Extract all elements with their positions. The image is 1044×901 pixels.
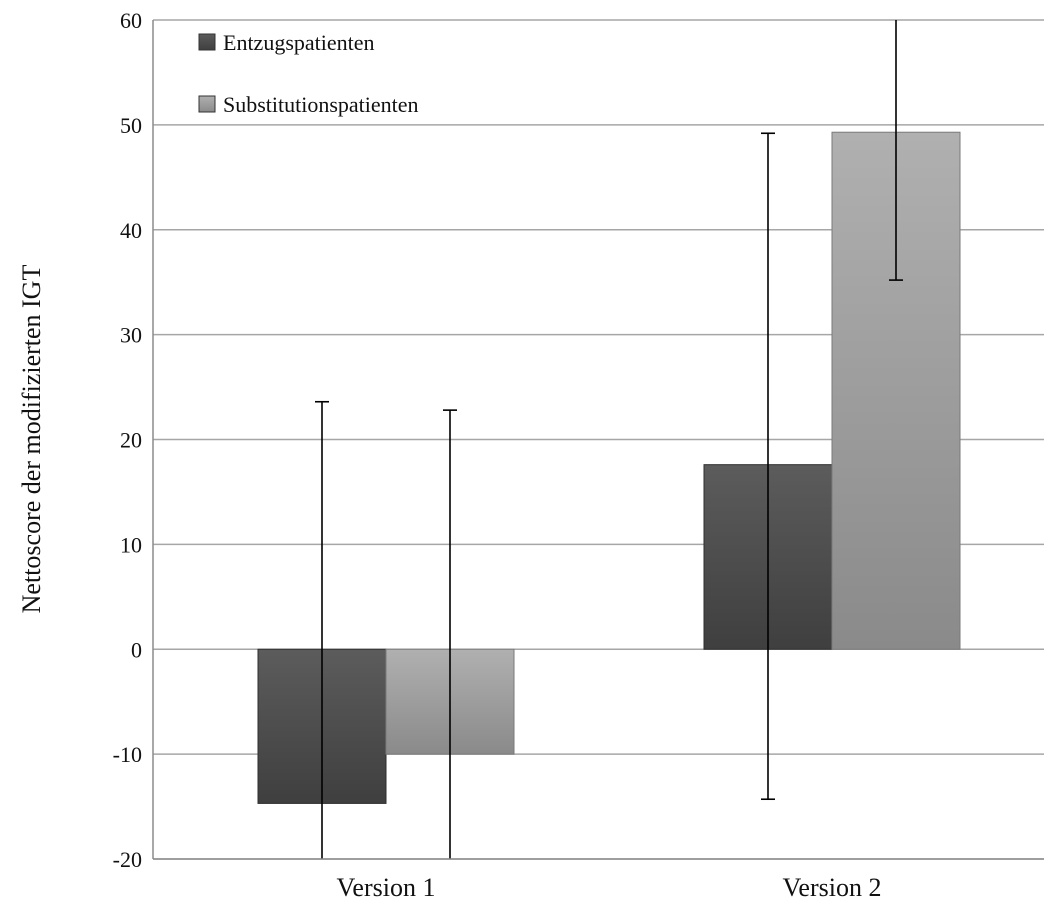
legend-swatch [198, 33, 216, 51]
legend-label: Substitutionspatienten [223, 92, 419, 117]
y-tick-label: -10 [113, 742, 142, 767]
x-category-label: Version 1 [337, 873, 436, 901]
y-tick-labels: 60 50 40 30 20 10 0 -10 -20 [113, 8, 142, 872]
y-axis-label: Nettoscore der modifizierten IGT [17, 265, 46, 614]
y-tick-label: 10 [120, 532, 142, 557]
y-tick-label: 20 [120, 428, 142, 453]
error-bars [315, 20, 903, 859]
y-tick-label: 60 [120, 8, 142, 33]
x-category-label: Version 2 [783, 873, 882, 901]
bars [257, 131, 961, 804]
y-tick-label: 0 [131, 637, 142, 662]
x-category-labels: Version 1 Version 2 [337, 873, 882, 901]
legend-label: Entzugspatienten [223, 30, 375, 55]
y-tick-label: 40 [120, 218, 142, 243]
legend-swatch [198, 95, 216, 113]
y-tick-label: 50 [120, 113, 142, 138]
axes [152, 20, 1044, 860]
y-tick-label: 30 [120, 323, 142, 348]
y-tick-label: -20 [113, 847, 142, 872]
legend: Entzugspatienten Substitutionspatienten [198, 30, 419, 117]
